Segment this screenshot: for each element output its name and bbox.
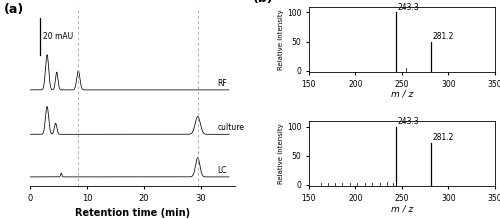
Y-axis label: Relative intensity: Relative intensity <box>278 9 284 70</box>
X-axis label: m / z: m / z <box>391 90 413 99</box>
Text: 243.3: 243.3 <box>398 3 419 12</box>
Text: (a): (a) <box>4 3 24 16</box>
Text: 281.2: 281.2 <box>433 32 454 41</box>
Text: 243.3: 243.3 <box>398 117 419 126</box>
Text: (b): (b) <box>253 0 274 5</box>
Text: 281.2: 281.2 <box>433 133 454 142</box>
Text: LC: LC <box>218 166 227 175</box>
Text: 20 mAU: 20 mAU <box>43 32 73 41</box>
X-axis label: Retention time (min): Retention time (min) <box>75 208 190 218</box>
X-axis label: m / z: m / z <box>391 204 413 213</box>
Text: culture: culture <box>218 123 244 132</box>
Y-axis label: Relative intensity: Relative intensity <box>278 123 284 184</box>
Text: RF: RF <box>218 79 228 88</box>
